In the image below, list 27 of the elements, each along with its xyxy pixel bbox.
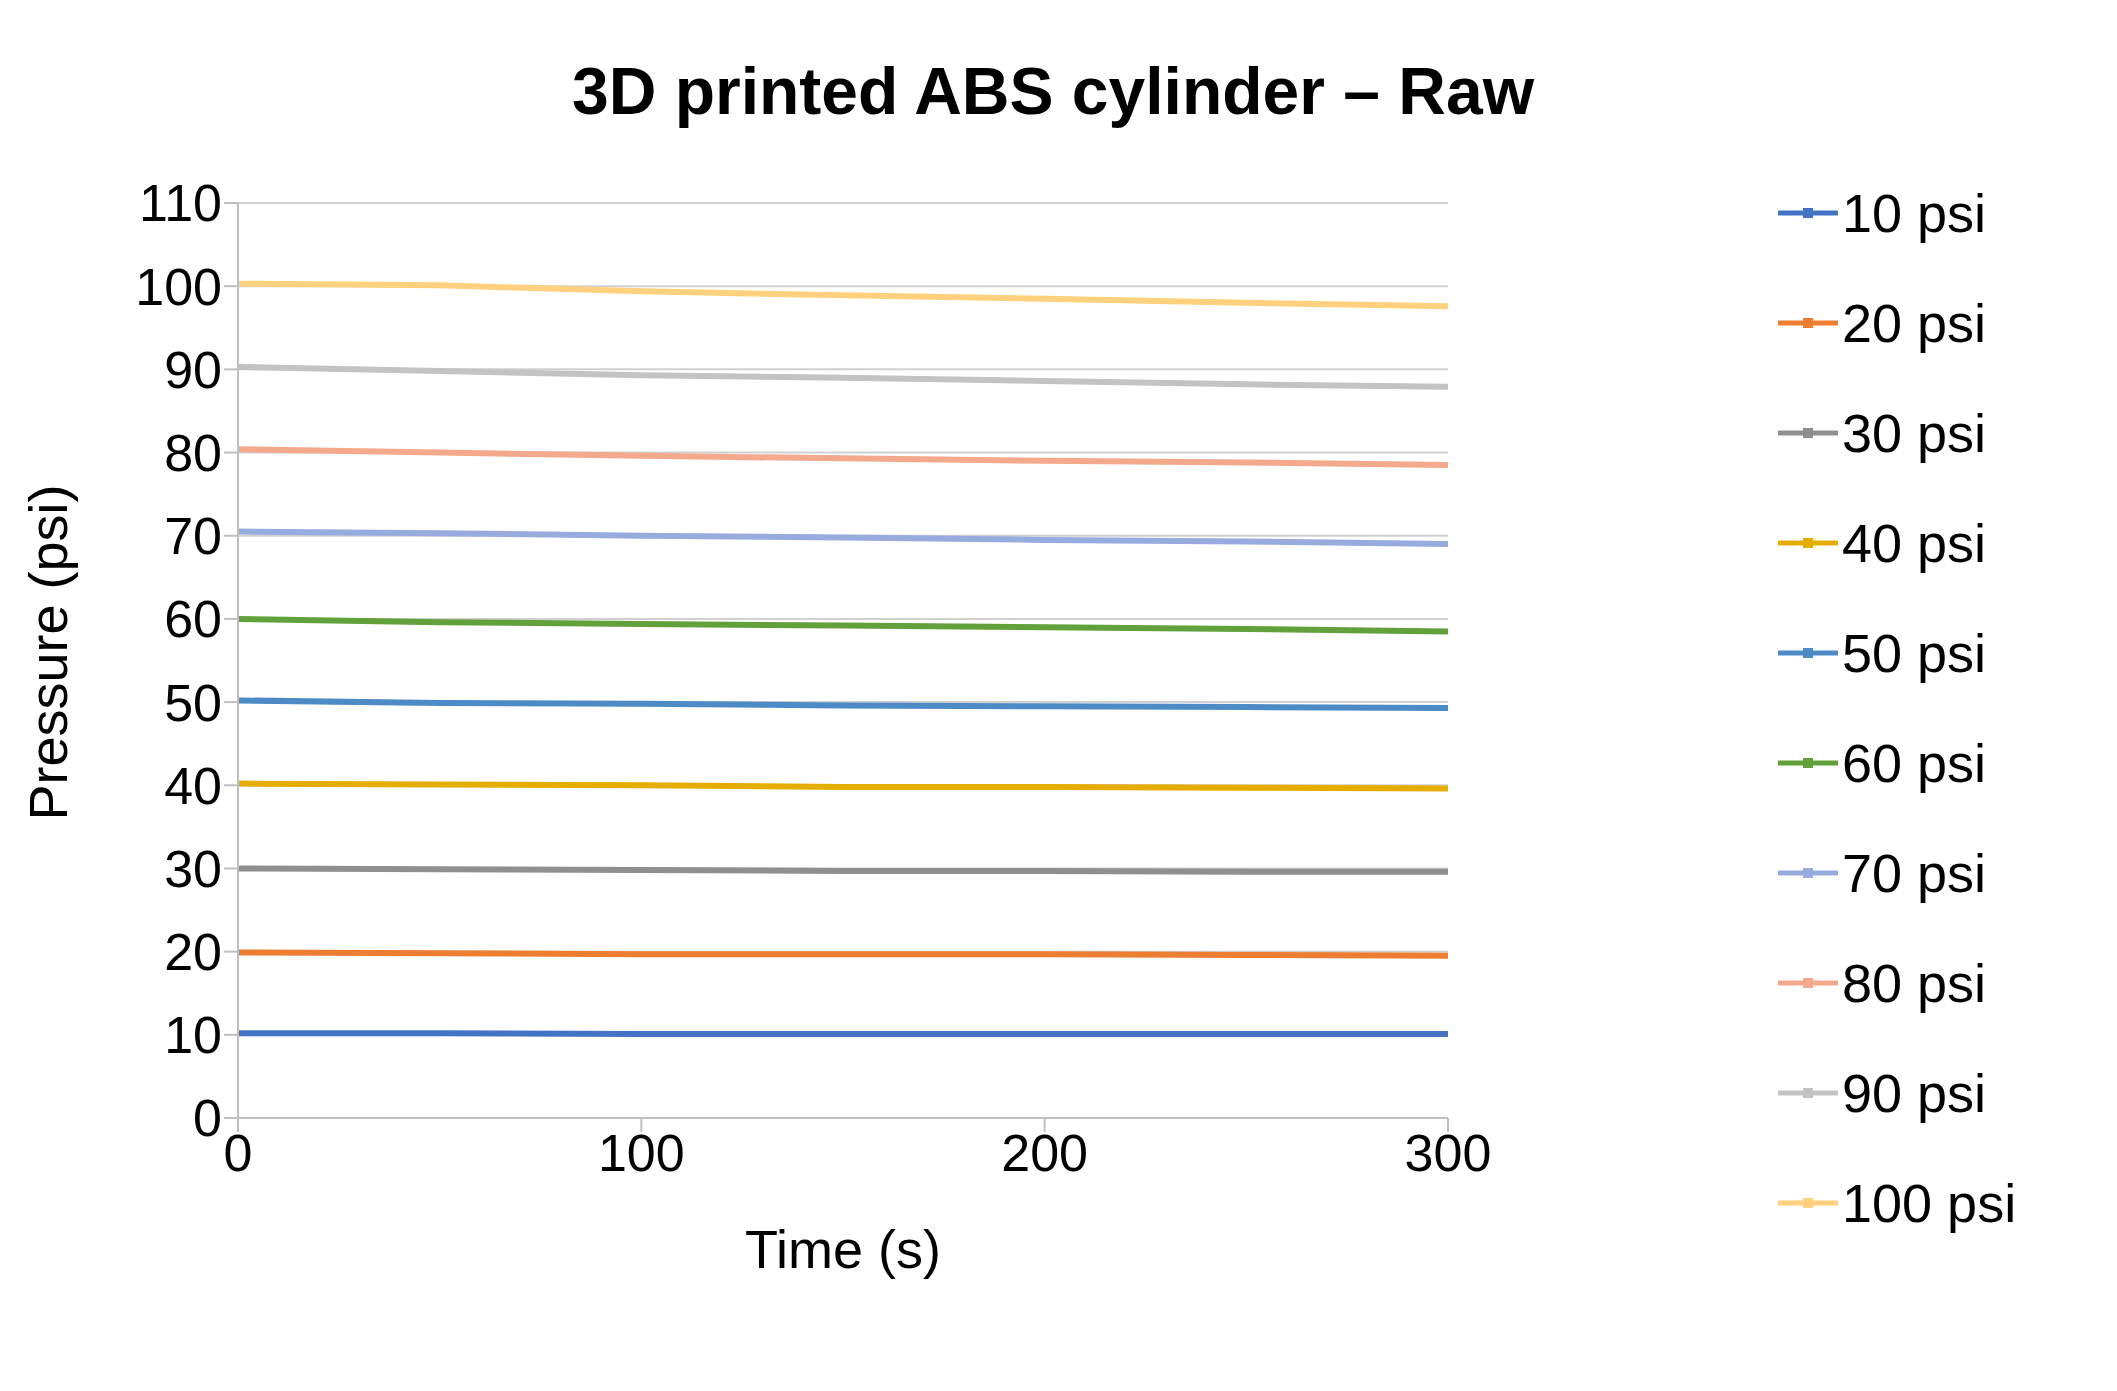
legend-label: 100 psi: [1842, 1172, 2017, 1234]
y-tick-label: 40: [164, 756, 222, 815]
y-tick-label: 90: [164, 340, 222, 399]
legend-label: 80 psi: [1842, 952, 1987, 1014]
legend-label: 60 psi: [1842, 732, 1987, 794]
legend-label: 90 psi: [1842, 1062, 1987, 1124]
y-tick-label: 50: [164, 673, 222, 732]
y-tick-label: 100: [135, 257, 222, 316]
legend-label: 20 psi: [1842, 292, 1987, 354]
x-tick-label: 300: [1404, 1123, 1492, 1182]
legend-label: 50 psi: [1842, 622, 1987, 684]
y-tick-label: 80: [164, 424, 222, 483]
y-tick-label: 110: [139, 174, 222, 233]
legend-label: 70 psi: [1842, 842, 1987, 904]
legend-label: 40 psi: [1842, 512, 1987, 574]
chart-title: 3D printed ABS cylinder – Raw: [570, 53, 1536, 129]
y-tick-label: 10: [164, 1006, 222, 1065]
y-axis-title: Pressure (psi): [18, 484, 79, 821]
legend-label: 10 psi: [1842, 182, 1987, 244]
y-tick-label: 70: [164, 507, 222, 566]
y-tick-label: 30: [164, 839, 222, 898]
y-tick-label: 20: [164, 923, 222, 982]
x-tick-label: 200: [1001, 1123, 1089, 1182]
x-axis-title: Time (s): [745, 1219, 941, 1279]
legend-label: 30 psi: [1842, 402, 1987, 464]
y-tick-label: 60: [164, 590, 222, 649]
x-tick-label: 100: [597, 1123, 685, 1182]
